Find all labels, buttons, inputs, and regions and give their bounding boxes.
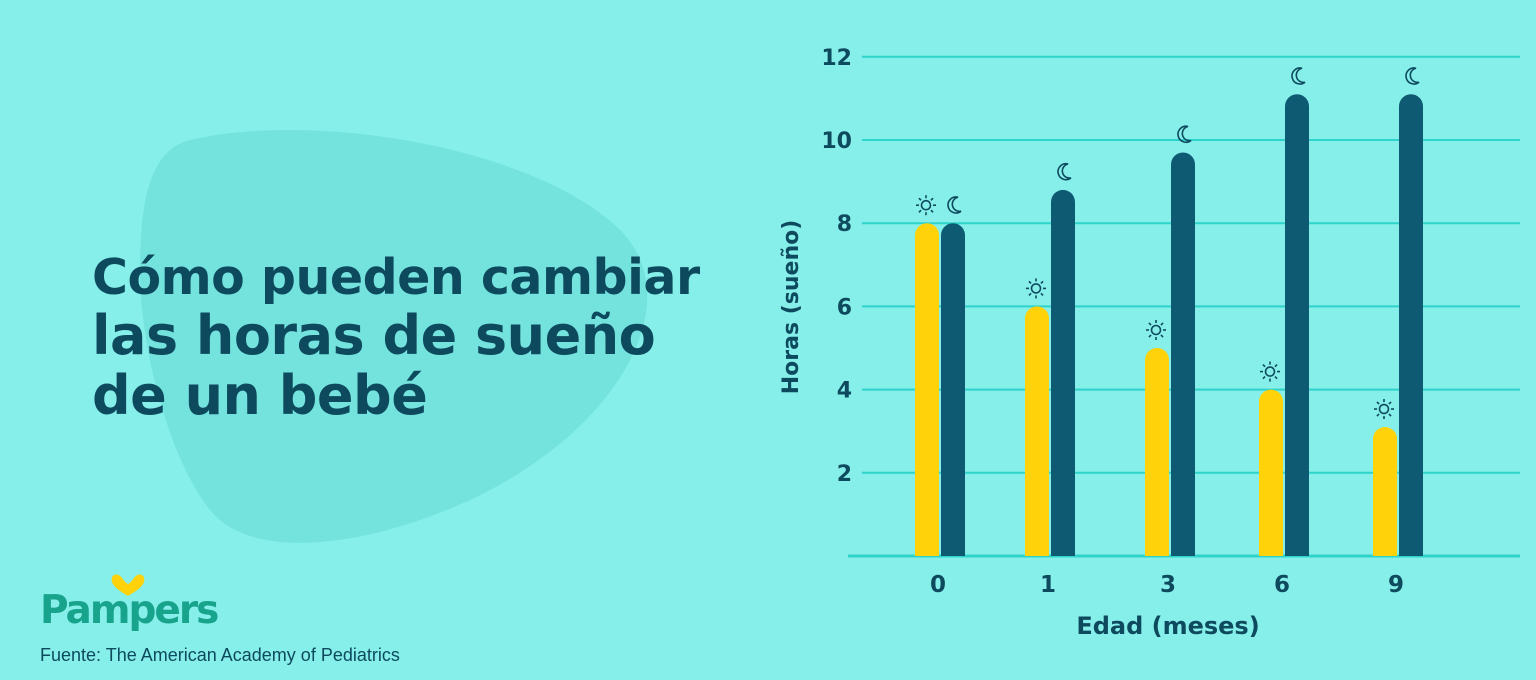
sun-icon — [1026, 278, 1046, 299]
sun-icon — [1260, 361, 1280, 382]
bar-day — [1025, 306, 1049, 556]
bar-night — [941, 223, 965, 556]
pampers-logo[interactable]: Pampers — [40, 588, 219, 633]
bar-night — [1285, 94, 1309, 557]
title-line-3: de un bebé — [92, 364, 428, 427]
moon-icon — [1291, 67, 1306, 85]
x-tick-label: 3 — [1160, 572, 1176, 598]
bar-day — [1259, 389, 1283, 556]
moon-icon — [947, 196, 962, 214]
title-line-2: las horas de sueño — [92, 304, 656, 367]
bar-day — [1373, 427, 1397, 556]
sun-icon — [916, 195, 936, 216]
y-tick-label: 4 — [837, 379, 852, 404]
bar-day — [915, 223, 939, 556]
bar-day — [1145, 348, 1169, 556]
y-tick-label: 12 — [821, 46, 852, 71]
pampers-heart-icon — [111, 574, 145, 596]
x-axis-label: Edad (meses) — [1076, 612, 1259, 640]
source-note: Fuente: The American Academy of Pediatri… — [40, 645, 400, 665]
x-tick-label: 9 — [1388, 572, 1404, 598]
moon-icon — [1057, 162, 1072, 181]
y-tick-label: 6 — [837, 295, 852, 320]
sun-icon — [1374, 399, 1394, 420]
x-tick-label: 0 — [930, 572, 946, 598]
x-tick-label: 1 — [1040, 572, 1056, 598]
y-tick-label: 8 — [837, 212, 852, 237]
y-tick-label: 2 — [837, 462, 852, 487]
title-line-1: Cómo pueden cambiar — [92, 249, 700, 306]
sun-icon — [1146, 320, 1166, 340]
bar-night — [1399, 94, 1423, 557]
y-axis-label: Horas (sueño) — [779, 220, 804, 395]
x-tick-label: 6 — [1274, 572, 1290, 598]
y-tick-label: 10 — [821, 129, 852, 154]
moon-icon — [1405, 67, 1420, 85]
page-title: Cómo pueden cambiar las horas de sueño d… — [92, 250, 700, 426]
bar-night — [1171, 152, 1195, 556]
bar-night — [1051, 189, 1075, 556]
moon-icon — [1177, 125, 1192, 143]
